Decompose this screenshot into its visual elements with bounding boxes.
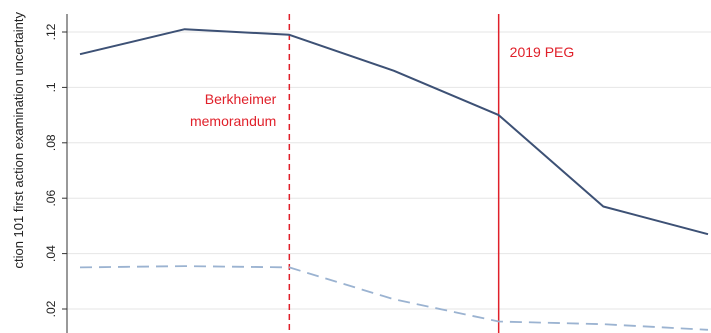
gridlines bbox=[67, 31, 711, 310]
series-line-dashed bbox=[79, 265, 709, 331]
y-tick-label: .04 bbox=[44, 245, 58, 262]
series-line-solid bbox=[79, 28, 709, 236]
annotation-label: Berkheimer bbox=[205, 91, 277, 107]
y-axis-title: ction 101 first action examination uncer… bbox=[11, 12, 26, 269]
y-tick-label: .12 bbox=[44, 23, 58, 40]
y-tick-label: .08 bbox=[44, 134, 58, 151]
annotation-label: memorandum bbox=[190, 113, 276, 129]
y-axis-ticks: .02 .04 .06 .08 .1 .12 bbox=[44, 23, 67, 317]
y-tick-label: .02 bbox=[44, 300, 58, 317]
annotation-labels: Berkheimer memorandum 2019 PEG bbox=[190, 44, 574, 129]
annotation-label: 2019 PEG bbox=[510, 44, 575, 60]
y-tick-label: .06 bbox=[44, 190, 58, 207]
annotation-lines bbox=[288, 14, 500, 333]
y-tick-label: .1 bbox=[44, 82, 58, 92]
series-lines bbox=[79, 28, 709, 331]
